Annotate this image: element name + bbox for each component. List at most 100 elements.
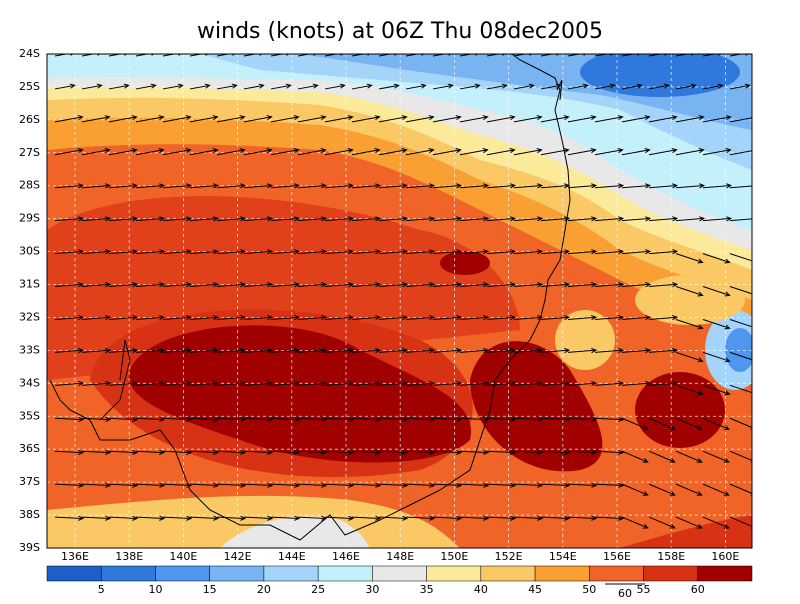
- wind-arrow: [324, 449, 355, 455]
- colorbar-label: 45: [528, 583, 542, 596]
- wind-arrow: [378, 482, 409, 488]
- wind-arrow: [405, 83, 427, 90]
- wind-arrow: [189, 482, 220, 488]
- latitude-label: 30S: [19, 245, 40, 258]
- graticule: [47, 54, 752, 548]
- wind-arrow: [729, 417, 752, 430]
- wind-arrow: [648, 148, 678, 156]
- wind-arrow: [405, 183, 436, 189]
- wind-arrow: [351, 347, 382, 354]
- wind-arrow: [540, 282, 571, 288]
- wind-arrow: [243, 216, 274, 222]
- wind-arrow: [81, 249, 112, 255]
- title: winds (knots) at 06Z Thu 08dec2005: [197, 19, 603, 44]
- colorbar-label: 30: [365, 583, 379, 596]
- wind-arrow: [216, 115, 246, 123]
- wind-arrow: [702, 318, 731, 330]
- wind-arrow: [81, 83, 103, 90]
- wind-arrow: [135, 148, 165, 156]
- wind-arrow: [729, 83, 751, 90]
- wind-arrow: [162, 449, 193, 455]
- wind-arrow: [459, 148, 489, 156]
- wind-arrow: [594, 216, 625, 222]
- wind-arrow: [432, 515, 463, 521]
- wind-arrow: [729, 150, 752, 156]
- wind-arrow: [324, 416, 355, 423]
- latitude-label: 37S: [19, 475, 40, 488]
- wind-arrow: [648, 347, 679, 354]
- colorbar-swatch: [263, 565, 319, 582]
- wind-arrow: [702, 384, 731, 396]
- wind-arrow: [729, 384, 752, 396]
- wind-arrow: [135, 347, 166, 354]
- field-region: [620, 515, 752, 548]
- wind-arrow: [324, 282, 355, 288]
- colorbar-label: 20: [257, 583, 271, 596]
- wind-arrow: [621, 183, 652, 189]
- wind-arrow: [270, 314, 301, 321]
- wind-arrow: [702, 253, 731, 264]
- wind-arrow: [189, 115, 219, 123]
- wind-arrow: [432, 83, 454, 90]
- wind-arrow: [243, 314, 274, 321]
- wind-arrow: [513, 249, 544, 255]
- wind-arrow: [702, 483, 730, 496]
- wind-arrow: [351, 148, 381, 156]
- wind-arrow: [270, 115, 300, 123]
- wind-arrow: [621, 249, 652, 255]
- wind-arrow: [216, 249, 247, 255]
- longitude-label: 150E: [440, 550, 468, 563]
- wind-arrow: [81, 416, 112, 423]
- wind-arrow: [378, 380, 409, 387]
- wind-arrow: [297, 416, 328, 423]
- wind-arrow: [297, 216, 328, 222]
- wind-arrow: [378, 449, 409, 455]
- colorbar-label: 60: [691, 583, 705, 596]
- wind-arrow: [297, 449, 328, 455]
- wind-arrow: [675, 253, 704, 264]
- field-region: [128, 325, 472, 463]
- wind-arrow: [540, 249, 571, 255]
- wind-arrow: [729, 450, 752, 463]
- wind-arrow: [702, 183, 733, 189]
- longitude-label: 146E: [332, 550, 360, 563]
- wind-arrow: [540, 416, 571, 423]
- wind-arrow: [540, 314, 571, 321]
- wind-arrow: [162, 314, 193, 321]
- wind-arrow: [162, 482, 193, 488]
- wind-arrow: [297, 347, 328, 354]
- wind-arrow: [216, 380, 247, 387]
- wind-arrow: [486, 449, 517, 455]
- wind-arrow: [243, 282, 274, 288]
- wind-arrow: [729, 286, 752, 297]
- wind-arrow: [702, 351, 731, 363]
- wind-arrow: [108, 148, 138, 156]
- wind-arrow: [162, 83, 184, 90]
- latitude-label: 29S: [19, 212, 40, 225]
- wind-arrow: [702, 115, 732, 123]
- wind-arrow: [594, 83, 616, 90]
- wind-arrow: [594, 183, 625, 189]
- wind-arrow: [405, 380, 436, 387]
- wind-arrow: [675, 450, 703, 463]
- wind-arrow: [297, 515, 328, 521]
- wind-arrow: [324, 249, 355, 255]
- wind-arrow: [459, 482, 490, 488]
- wind-arrow: [324, 515, 355, 521]
- wind-arrow: [621, 115, 651, 123]
- wind-arrow: [54, 347, 85, 354]
- wind-arrow: [189, 416, 220, 423]
- wind-arrow: [729, 218, 752, 222]
- wind-arrow: [135, 83, 157, 90]
- wind-arrow: [621, 347, 652, 354]
- wind-arrow: [270, 183, 301, 189]
- wind-arrow: [486, 482, 517, 488]
- longitude-label: 154E: [549, 550, 577, 563]
- wind-arrow: [351, 449, 382, 455]
- wind-arrow: [405, 347, 436, 354]
- wind-arrow: [108, 482, 139, 488]
- colorbar-swatch: [589, 565, 644, 582]
- wind-arrow: [324, 347, 355, 354]
- wind-arrow: [567, 249, 598, 255]
